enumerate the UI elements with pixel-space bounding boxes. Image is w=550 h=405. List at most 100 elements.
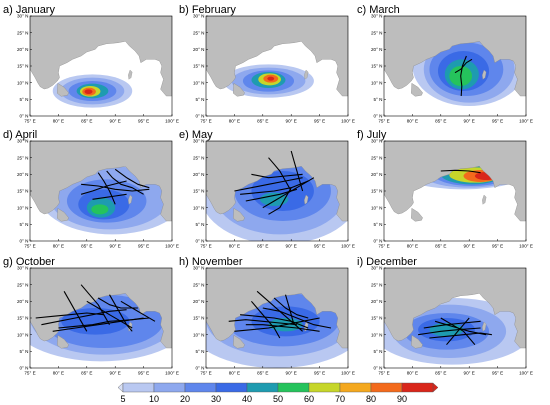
cyclone-track <box>440 169 481 174</box>
x-tick-label: 75° E <box>200 371 211 376</box>
cyclone-track <box>35 312 104 319</box>
x-tick-label: 75° E <box>378 371 389 376</box>
land-mass <box>206 268 348 349</box>
x-tick-label: 80° E <box>53 244 64 249</box>
sri-lanka <box>57 82 69 97</box>
cyclone-track <box>284 294 295 325</box>
cyclone-track <box>80 284 110 325</box>
x-tick-label: 75° E <box>200 119 211 124</box>
cyclone-track <box>106 170 144 195</box>
x-tick-label: 75° E <box>24 244 35 249</box>
panel-title: d) April <box>3 129 37 141</box>
density-contour <box>267 76 275 81</box>
x-tick-label: 85° E <box>435 244 446 249</box>
cyclone-track <box>440 317 476 346</box>
x-tick-label: 80° E <box>407 244 418 249</box>
y-tick-label: 0° N <box>374 239 383 244</box>
sri-lanka <box>411 82 423 97</box>
cyclone-track <box>250 300 281 339</box>
y-tick-label: 0° N <box>374 366 383 371</box>
x-tick-label: 95° E <box>314 244 325 249</box>
cyclone-track <box>97 172 116 205</box>
cyclone-track <box>58 317 150 329</box>
x-tick-label: 80° E <box>53 119 64 124</box>
map-panel-d: 0° N 5° N 10° N 15° N 20° N 25° N 30° N 75° E 80… <box>3 129 179 249</box>
x-tick-label: 80° E <box>229 244 240 249</box>
cyclone-track <box>240 180 309 195</box>
x-tick-label: 95° E <box>492 244 503 249</box>
y-tick-label: 15° N <box>193 64 205 69</box>
x-tick-label: 90° E <box>286 244 297 249</box>
panel-title: f) July <box>357 129 387 141</box>
x-tick-label: 100° E <box>165 244 179 249</box>
x-tick-label: 100° E <box>341 119 355 124</box>
x-tick-label: 85° E <box>257 119 268 124</box>
cyclone-track <box>41 309 127 326</box>
y-tick-label: 25° N <box>17 282 29 287</box>
sri-lanka <box>411 334 423 349</box>
x-tick-label: 90° E <box>110 244 121 249</box>
cyclone-track <box>418 327 481 336</box>
land-mass <box>384 141 526 222</box>
cyclone-track <box>454 58 473 74</box>
x-tick-label: 95° E <box>492 371 503 376</box>
y-tick-label: 30° N <box>17 266 29 271</box>
cyclone-track <box>86 300 133 329</box>
cyclone-track <box>268 187 292 215</box>
sri-lanka <box>411 207 423 222</box>
y-tick-label: 15° N <box>371 64 383 69</box>
cyclone-track <box>251 173 303 179</box>
andaman-islands <box>482 194 487 205</box>
x-tick-label: 75° E <box>24 371 35 376</box>
y-tick-label: 10° N <box>17 332 29 337</box>
cyclone-track <box>273 297 309 319</box>
x-tick-label: 100° E <box>165 371 179 376</box>
x-tick-label: 100° E <box>519 119 533 124</box>
andaman-islands <box>304 194 309 205</box>
y-tick-label: 20° N <box>371 299 383 304</box>
x-tick-label: 80° E <box>407 119 418 124</box>
y-tick-label: 20° N <box>193 47 205 52</box>
y-tick-label: 30° N <box>193 266 205 271</box>
cyclone-track <box>120 300 156 322</box>
y-tick-label: 25° N <box>17 155 29 160</box>
y-tick-label: 5° N <box>20 349 29 354</box>
x-tick-label: 85° E <box>81 119 92 124</box>
y-tick-label: 20° N <box>193 299 205 304</box>
y-tick-label: 5° N <box>20 97 29 102</box>
land-mass <box>30 141 172 222</box>
cyclone-track <box>268 157 292 192</box>
y-tick-label: 15° N <box>193 316 205 321</box>
y-tick-label: 10° N <box>17 205 29 210</box>
panel-title: a) January <box>3 4 55 16</box>
y-tick-label: 5° N <box>374 349 383 354</box>
map-panel-h: 0° N 5° N 10° N 15° N 20° N 25° N 30° N 75° E 80… <box>179 256 355 376</box>
map-panel-g: 0° N 5° N 10° N 15° N 20° N 25° N 30° N 75° E 80… <box>3 256 179 376</box>
map-panel-a: 0° N 5° N 10° N 15° N 20° N 25° N 30° N 75° E 80… <box>3 4 179 124</box>
y-tick-label: 0° N <box>196 114 205 119</box>
x-tick-label: 95° E <box>138 371 149 376</box>
y-tick-label: 30° N <box>193 139 205 144</box>
y-tick-label: 30° N <box>17 139 29 144</box>
y-tick-label: 0° N <box>20 239 29 244</box>
y-tick-label: 15° N <box>17 189 29 194</box>
cyclone-track <box>92 193 127 200</box>
sri-lanka <box>233 207 245 222</box>
y-tick-label: 5° N <box>374 222 383 227</box>
sri-lanka <box>233 334 245 349</box>
panel-title: e) May <box>179 129 213 141</box>
x-tick-label: 90° E <box>464 244 475 249</box>
y-tick-label: 10° N <box>193 332 205 337</box>
y-tick-label: 20° N <box>17 47 29 52</box>
y-tick-label: 5° N <box>20 222 29 227</box>
x-tick-label: 85° E <box>81 244 92 249</box>
y-tick-label: 30° N <box>193 14 205 19</box>
x-tick-label: 90° E <box>286 119 297 124</box>
x-tick-label: 80° E <box>407 371 418 376</box>
cyclone-track <box>460 55 467 97</box>
cyclone-track <box>63 291 88 332</box>
x-tick-label: 75° E <box>378 119 389 124</box>
y-tick-label: 0° N <box>196 366 205 371</box>
x-tick-label: 90° E <box>286 371 297 376</box>
